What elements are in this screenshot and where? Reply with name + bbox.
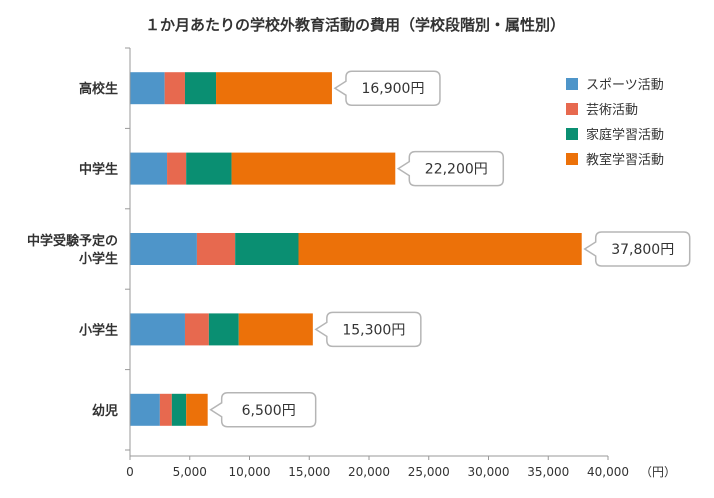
bar-segment-1-0 <box>130 152 168 185</box>
bar-segment-1-2 <box>186 152 232 185</box>
legend-swatch-0 <box>566 78 578 90</box>
total-callout-2 <box>583 231 691 267</box>
bar-segment-1-3 <box>231 152 396 185</box>
x-tick-label-0: 0 <box>126 465 134 479</box>
bar-segment-2-0 <box>130 233 197 265</box>
x-tick-label-8: 40,000 <box>587 465 629 479</box>
total-label-3: 15,300円 <box>342 322 405 338</box>
bar-segment-2-1 <box>196 233 236 265</box>
x-tick-label-2: 10,000 <box>229 465 271 479</box>
legend-label-2: 家庭学習活動 <box>586 127 664 143</box>
chart-title: １か月あたりの学校外教育活動の費用（学校段階別・属性別） <box>145 16 565 34</box>
bar-segment-0-0 <box>130 72 165 105</box>
bar-segment-1-1 <box>167 152 187 185</box>
callout-layer: 16,900円 22,200円 37,800円 15,300円 6,500円 <box>209 70 691 428</box>
x-tick-label-5: 25,000 <box>408 465 450 479</box>
bar-segment-0-1 <box>164 72 185 105</box>
category-label-4: 幼児 <box>92 403 118 419</box>
total-callout-0 <box>333 70 441 106</box>
legend-label-3: 教室学習活動 <box>586 152 664 168</box>
legend-swatch-3 <box>566 153 578 165</box>
category-label-2: 中学受験予定の小学生 <box>27 233 118 267</box>
legend-swatch-2 <box>566 128 578 140</box>
bar-segment-4-2 <box>171 393 187 426</box>
bar-segment-3-0 <box>130 313 185 346</box>
category-label-3: 小学生 <box>79 322 118 338</box>
bars-layer <box>130 72 582 426</box>
bar-segment-4-0 <box>130 393 160 426</box>
total-callout-1 <box>396 150 505 187</box>
legend-label-0: スポーツ活動 <box>586 78 664 93</box>
bar-segment-2-2 <box>235 233 299 265</box>
bar-segment-4-3 <box>186 393 208 426</box>
x-axis-unit: （円） <box>640 465 676 479</box>
bar-segment-0-3 <box>216 72 332 105</box>
bar-segment-3-2 <box>208 313 239 346</box>
bar-segment-2-3 <box>298 233 582 265</box>
total-label-1: 22,200円 <box>425 162 488 178</box>
x-tick-label-7: 35,000 <box>527 465 569 479</box>
total-callout-4 <box>209 392 317 428</box>
total-label-2: 37,800円 <box>611 242 674 258</box>
total-callout-3 <box>314 311 422 348</box>
total-label-0: 16,900円 <box>361 81 424 97</box>
x-tick-label-4: 20,000 <box>348 465 390 479</box>
bar-segment-3-1 <box>184 313 209 346</box>
bar-segment-0-2 <box>184 72 217 105</box>
bar-segment-3-3 <box>238 313 313 346</box>
bar-segment-4-1 <box>159 393 172 426</box>
x-tick-label-6: 30,000 <box>468 465 510 479</box>
total-label-4: 6,500円 <box>242 403 296 419</box>
category-label-0: 高校生 <box>79 81 118 97</box>
x-tick-label-1: 5,000 <box>173 465 207 479</box>
legend-swatch-1 <box>566 103 578 115</box>
legend-label-1: 芸術活動 <box>586 102 638 118</box>
x-tick-label-3: 15,000 <box>288 465 330 479</box>
category-label-1: 中学生 <box>79 162 118 178</box>
